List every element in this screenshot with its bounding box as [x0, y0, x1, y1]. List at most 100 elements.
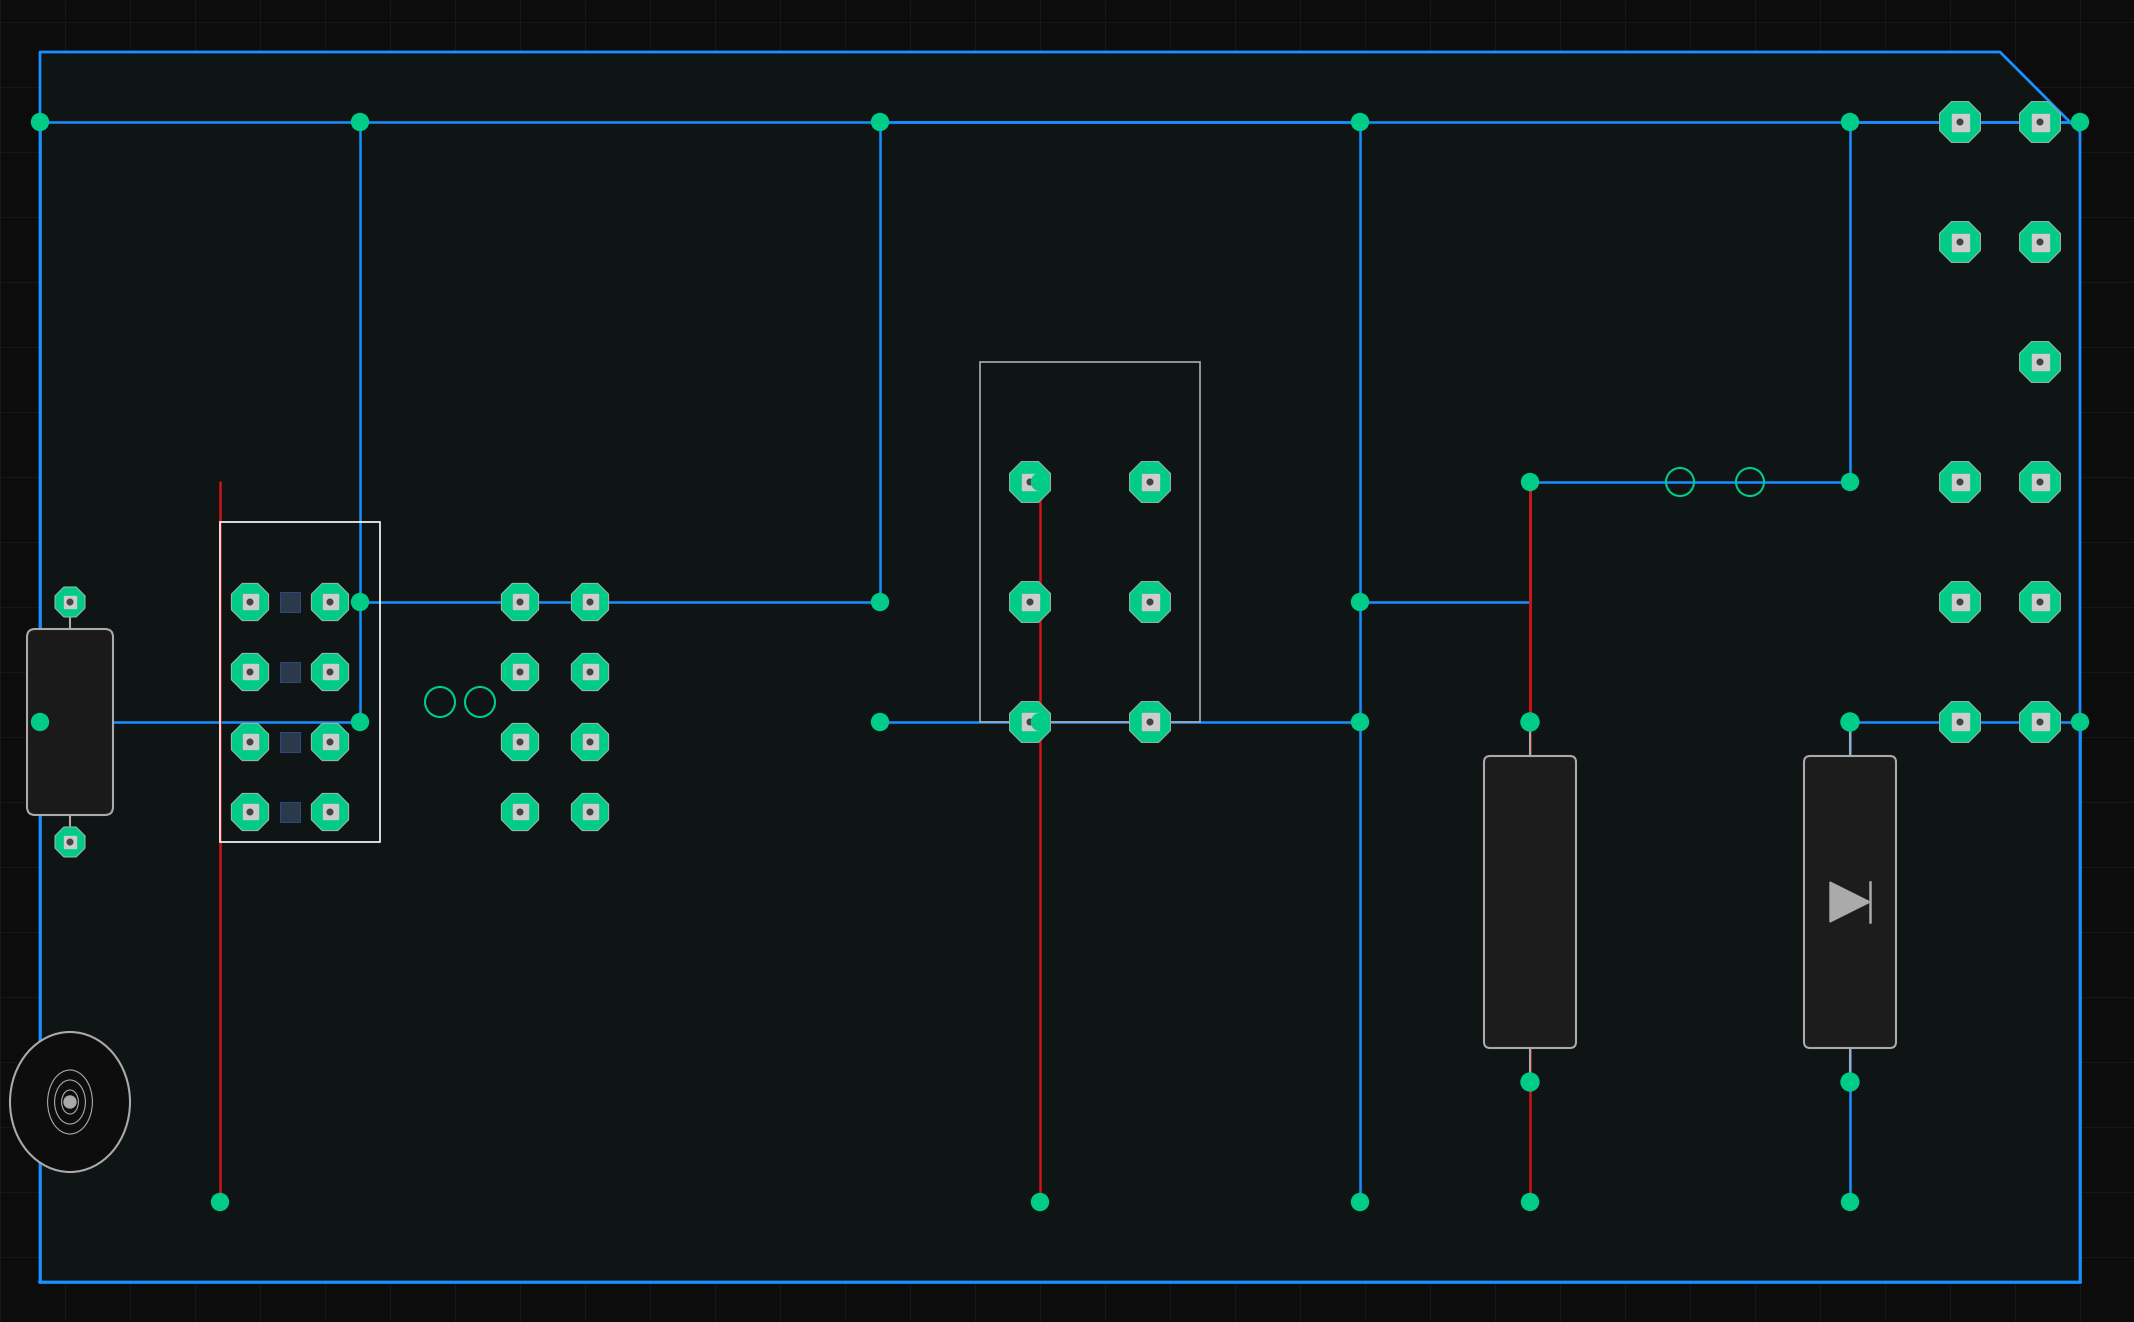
Circle shape — [1957, 119, 1963, 124]
Polygon shape — [1142, 473, 1159, 490]
Polygon shape — [64, 836, 77, 847]
Polygon shape — [501, 583, 538, 620]
Circle shape — [587, 809, 593, 814]
Polygon shape — [1950, 114, 1968, 131]
Circle shape — [2038, 119, 2042, 124]
Circle shape — [1842, 114, 1859, 131]
Polygon shape — [1009, 582, 1050, 623]
Circle shape — [516, 669, 523, 674]
Polygon shape — [501, 723, 538, 760]
Polygon shape — [583, 665, 598, 680]
Polygon shape — [583, 735, 598, 750]
Polygon shape — [312, 723, 348, 760]
Polygon shape — [230, 793, 269, 830]
Circle shape — [327, 809, 333, 814]
Bar — [220, 522, 380, 842]
Ellipse shape — [11, 1032, 130, 1173]
Polygon shape — [2032, 473, 2049, 490]
Polygon shape — [230, 723, 269, 760]
Circle shape — [1031, 1194, 1048, 1211]
Circle shape — [211, 1194, 228, 1211]
Circle shape — [1522, 1194, 1539, 1211]
Polygon shape — [2019, 102, 2059, 143]
Circle shape — [2038, 239, 2042, 245]
Polygon shape — [2019, 582, 2059, 623]
Polygon shape — [1129, 702, 1169, 743]
Polygon shape — [1129, 461, 1169, 502]
Polygon shape — [312, 793, 348, 830]
Polygon shape — [322, 665, 337, 680]
Polygon shape — [243, 595, 258, 609]
Circle shape — [516, 599, 523, 604]
Circle shape — [1957, 479, 1963, 485]
Circle shape — [1351, 594, 1368, 611]
Polygon shape — [312, 583, 348, 620]
Polygon shape — [230, 653, 269, 690]
Circle shape — [1522, 1073, 1539, 1091]
Bar — [280, 662, 301, 682]
Polygon shape — [1940, 582, 1980, 623]
Circle shape — [871, 714, 888, 731]
Polygon shape — [1022, 714, 1039, 731]
FancyBboxPatch shape — [1483, 756, 1577, 1048]
Circle shape — [2038, 479, 2042, 485]
Polygon shape — [1940, 461, 1980, 502]
Circle shape — [1957, 239, 1963, 245]
Polygon shape — [501, 653, 538, 690]
Circle shape — [1148, 599, 1152, 604]
Circle shape — [32, 114, 49, 131]
Circle shape — [352, 594, 369, 611]
Polygon shape — [501, 793, 538, 830]
Circle shape — [587, 669, 593, 674]
Polygon shape — [322, 595, 337, 609]
Polygon shape — [583, 595, 598, 609]
Polygon shape — [322, 805, 337, 820]
Circle shape — [1842, 714, 1859, 731]
Bar — [280, 732, 301, 752]
Circle shape — [1148, 479, 1152, 485]
Polygon shape — [55, 587, 85, 617]
Polygon shape — [583, 805, 598, 820]
Circle shape — [2072, 714, 2089, 731]
Polygon shape — [572, 583, 608, 620]
Circle shape — [1026, 599, 1033, 604]
Circle shape — [1351, 114, 1368, 131]
Circle shape — [1957, 719, 1963, 724]
Circle shape — [1842, 1194, 1859, 1211]
Polygon shape — [1831, 882, 1869, 921]
Polygon shape — [1009, 461, 1050, 502]
Circle shape — [2072, 114, 2089, 131]
Polygon shape — [55, 828, 85, 857]
Polygon shape — [2019, 702, 2059, 743]
Polygon shape — [2019, 341, 2059, 382]
Polygon shape — [1950, 473, 1968, 490]
Polygon shape — [572, 723, 608, 760]
Circle shape — [1031, 714, 1048, 731]
Circle shape — [587, 599, 593, 604]
Polygon shape — [1950, 714, 1968, 731]
Polygon shape — [1142, 714, 1159, 731]
Circle shape — [248, 809, 252, 814]
Circle shape — [1351, 1194, 1368, 1211]
Bar — [980, 362, 1199, 722]
Circle shape — [32, 714, 49, 731]
Polygon shape — [1022, 594, 1039, 611]
Circle shape — [1842, 473, 1859, 490]
Circle shape — [2038, 360, 2042, 365]
Circle shape — [1842, 713, 1859, 731]
Circle shape — [2038, 719, 2042, 724]
Polygon shape — [230, 583, 269, 620]
Polygon shape — [1022, 473, 1039, 490]
Bar — [280, 802, 301, 822]
Circle shape — [1522, 473, 1539, 490]
Circle shape — [327, 599, 333, 604]
Polygon shape — [312, 653, 348, 690]
Polygon shape — [41, 52, 2081, 1282]
Circle shape — [1148, 719, 1152, 724]
Polygon shape — [2019, 461, 2059, 502]
Circle shape — [327, 669, 333, 674]
Polygon shape — [2032, 353, 2049, 370]
Circle shape — [871, 114, 888, 131]
Circle shape — [1351, 714, 1368, 731]
Circle shape — [1026, 479, 1033, 485]
